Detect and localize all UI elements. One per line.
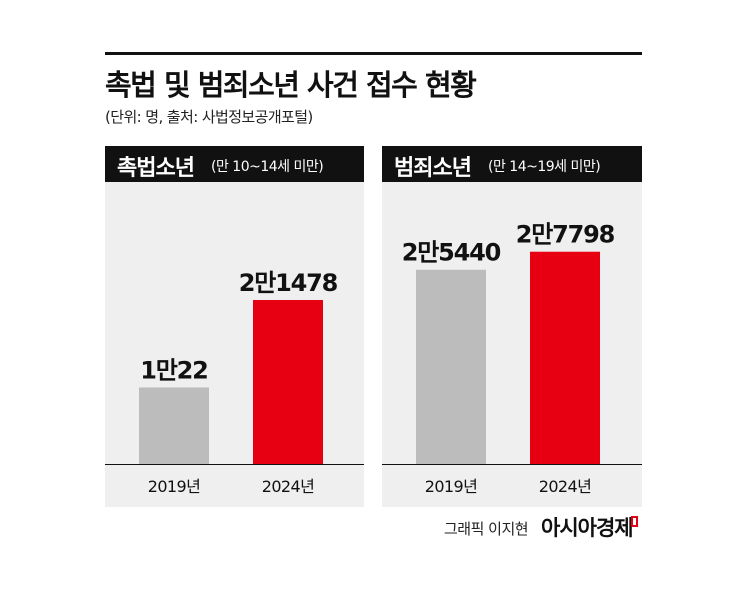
data-label: 2만5440 — [402, 239, 501, 267]
bar-2019년 — [139, 387, 209, 464]
panel-subtitle: (만 10~14세 미만) — [211, 159, 324, 175]
panel-header: 촉법소년 (만 10~14세 미만) — [105, 146, 364, 182]
panel-subtitle: (만 14~19세 미만) — [488, 159, 601, 175]
panel-criminal-juveniles: 범죄소년 (만 14~19세 미만) 2만5440 2019년 2만7798 2024… — [382, 146, 642, 507]
chart-subtitle: (단위: 명, 출처: 사법정보공개포털) — [105, 108, 313, 126]
bar-2019년 — [416, 269, 486, 464]
data-label: 1만22 — [140, 356, 207, 384]
x-tick-label: 2024년 — [539, 477, 591, 496]
data-label: 2만1478 — [239, 269, 338, 297]
graphic-credit: 그래픽 이지현 — [444, 520, 529, 538]
bar-chart-juvenile-offenders: 1만22 2019년 2만1478 2024년 — [105, 269, 364, 496]
x-tick-label: 2024년 — [262, 477, 314, 496]
brand-logo: 아시아경제 — [541, 516, 634, 540]
chart-title: 촉법 및 범죄소년 사건 접수 현황 — [105, 68, 477, 102]
x-tick-label: 2019년 — [425, 477, 477, 496]
panel-header: 범죄소년 (만 14~19세 미만) — [382, 146, 642, 182]
panel-title: 범죄소년 — [394, 156, 472, 181]
brand-mark-icon — [631, 516, 638, 527]
bar-2024년 — [253, 299, 323, 464]
panel-title: 촉법소년 — [117, 156, 195, 181]
panel-juvenile-offenders: 촉법소년 (만 10~14세 미만) 1만22 2019년 2만1478 2024년 — [105, 146, 364, 507]
x-tick-label: 2019년 — [148, 477, 200, 496]
data-label: 2만7798 — [516, 221, 615, 249]
bar-2024년 — [530, 251, 600, 464]
top-rule — [105, 52, 642, 55]
bar-chart-criminal-juveniles: 2만5440 2019년 2만7798 2024년 — [382, 221, 642, 496]
